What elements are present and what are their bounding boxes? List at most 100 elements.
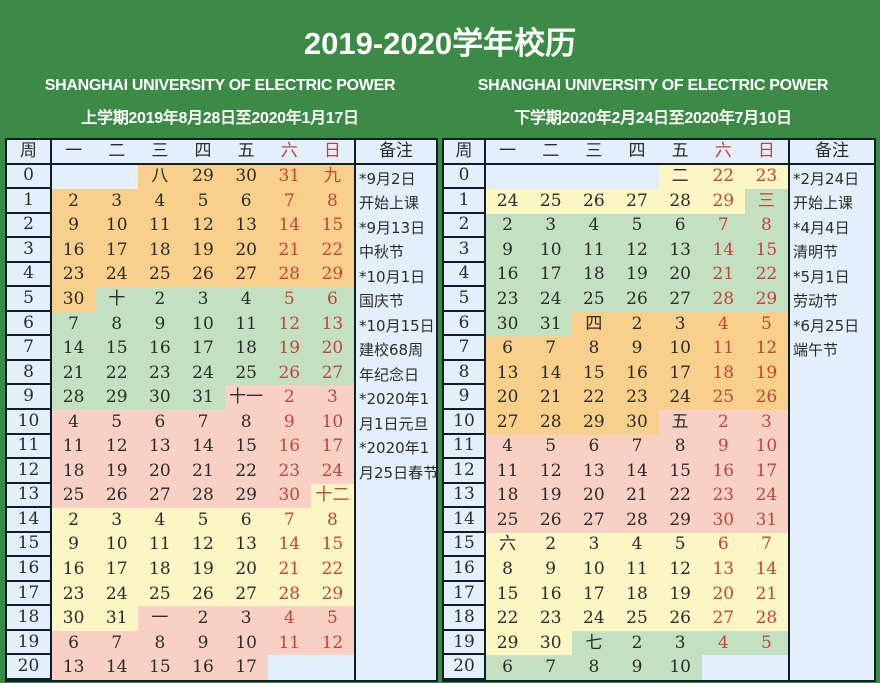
week-number: 6: [444, 311, 486, 337]
day-cell: 30: [224, 164, 268, 190]
day-cell: 24: [744, 483, 788, 509]
day-cell: 18: [224, 336, 268, 361]
day-cell: 17: [744, 459, 788, 484]
day-cell: 28: [267, 581, 311, 607]
day-cell: 26: [572, 189, 616, 214]
day-cell: 3: [744, 409, 788, 435]
column-header: 六: [267, 140, 311, 165]
day-cell: 25: [572, 287, 616, 312]
day-cell: 6: [572, 434, 616, 460]
day-cell: 13: [224, 532, 268, 558]
day-cell: 5: [615, 213, 659, 239]
week-number: 16: [7, 557, 52, 582]
week-number: 11: [444, 434, 486, 460]
day-cell: 25: [138, 581, 182, 607]
day-cell: 23: [701, 483, 745, 509]
notes-column: *9月2日 开始上课 *9月13日 中秋节 *10月1日 国庆节 *10月15日 建校68周年…: [353, 164, 436, 680]
day-cell: 9: [615, 655, 659, 680]
day-cell: 8: [95, 311, 139, 337]
week-number: 12: [444, 459, 486, 484]
day-cell: 14: [529, 360, 573, 386]
day-cell: 四: [572, 311, 616, 337]
week-number: 8: [444, 360, 486, 386]
day-cell: 29: [310, 262, 354, 288]
day-cell: 20: [572, 483, 616, 509]
day-cell: 28: [529, 409, 573, 435]
day-cell: 24: [95, 581, 139, 607]
day-cell: 28: [52, 385, 96, 410]
day-cell: 8: [658, 434, 702, 460]
column-header: 日: [310, 140, 354, 165]
day-cell: [572, 164, 616, 190]
day-cell: 12: [529, 459, 573, 484]
week-number: 15: [444, 532, 486, 558]
week-number: 7: [7, 336, 52, 361]
day-cell: 5: [181, 508, 225, 533]
day-cell: 2: [486, 213, 530, 239]
day-cell: 12: [181, 532, 225, 558]
day-cell: 7: [181, 409, 225, 435]
day-cell: 9: [181, 630, 225, 656]
day-cell: 22: [95, 360, 139, 386]
day-cell: 6: [486, 655, 530, 680]
day-cell: 14: [267, 213, 311, 239]
day-cell: 20: [310, 336, 354, 361]
day-cell: 21: [701, 262, 745, 288]
day-cell: 11: [615, 557, 659, 582]
day-cell: 6: [138, 409, 182, 435]
day-cell: 15: [486, 581, 530, 607]
column-header: 二: [529, 140, 573, 165]
day-cell: 13: [658, 238, 702, 263]
day-cell: 14: [615, 459, 659, 484]
note-line: *9月2日: [358, 169, 416, 188]
day-cell: 11: [572, 238, 616, 263]
day-cell: 10: [572, 557, 616, 582]
note-line: *6月25日: [792, 316, 860, 335]
column-header: 四: [615, 140, 659, 165]
day-cell: 12: [744, 336, 788, 361]
day-cell: 16: [529, 581, 573, 607]
day-cell: 3: [95, 189, 139, 214]
day-cell: 8: [572, 655, 616, 680]
day-cell: 13: [224, 213, 268, 239]
week-number: 13: [7, 483, 52, 509]
day-cell: 11: [486, 459, 530, 484]
day-cell: 13: [701, 557, 745, 582]
note-line: 端午节: [792, 341, 838, 360]
day-cell: 30: [52, 606, 96, 631]
column-header: 周: [7, 140, 52, 165]
day-cell: [267, 655, 311, 680]
column-header: 五: [224, 140, 268, 165]
day-cell: 24: [486, 189, 530, 214]
day-cell: 11: [52, 434, 96, 460]
day-cell: 10: [658, 655, 702, 680]
week-number: 16: [444, 557, 486, 582]
column-header: 三: [138, 140, 182, 165]
day-cell: 25: [224, 360, 268, 386]
day-cell: 4: [52, 409, 96, 435]
day-cell: 10: [529, 238, 573, 263]
column-header: 五: [658, 140, 702, 165]
note-line: 月1日元旦: [358, 414, 429, 433]
day-cell: [310, 655, 354, 680]
day-cell: 20: [138, 459, 182, 484]
day-cell: 24: [310, 459, 354, 484]
day-cell: 24: [658, 385, 702, 410]
day-cell: 30: [529, 630, 573, 656]
day-cell: 29: [224, 483, 268, 509]
note-line: *2020年1: [358, 439, 430, 458]
day-cell: 12: [267, 311, 311, 337]
day-cell: 八: [138, 164, 182, 190]
week-number: 7: [444, 336, 486, 361]
day-cell: 20: [701, 581, 745, 607]
day-cell: 20: [224, 238, 268, 263]
week-number: 3: [444, 238, 486, 263]
day-cell: 2: [138, 287, 182, 312]
day-cell: 十一: [224, 385, 268, 410]
day-cell: 3: [529, 213, 573, 239]
day-cell: 21: [744, 581, 788, 607]
week-number: 17: [7, 581, 52, 607]
day-cell: 21: [267, 238, 311, 263]
week-number: 20: [444, 655, 486, 680]
day-cell: 14: [95, 655, 139, 680]
